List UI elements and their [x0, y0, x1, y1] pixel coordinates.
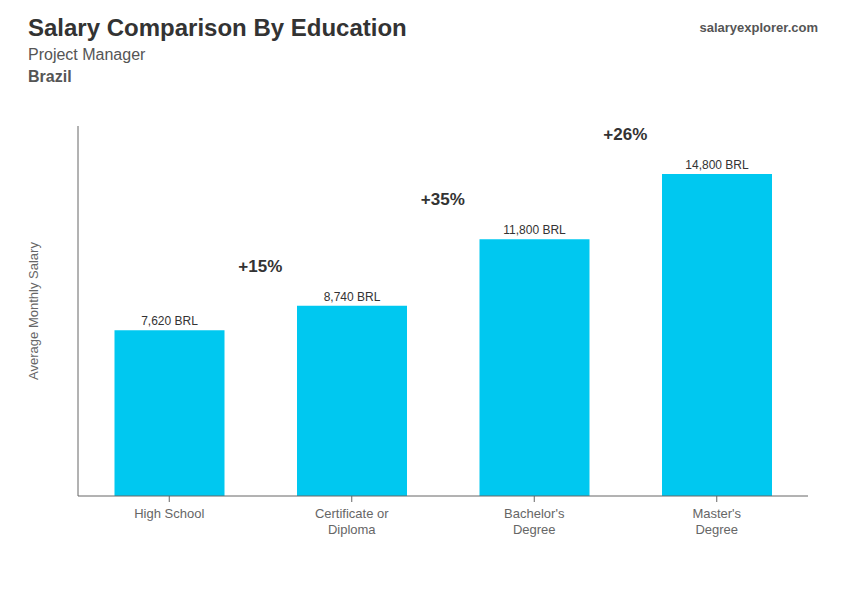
svg-text:+26%: +26%	[603, 125, 647, 144]
svg-text:+15%: +15%	[238, 257, 282, 276]
html-text:salaryexplorer.com: salaryexplorer.com	[699, 20, 818, 35]
html-text:Project Manager: Project Manager	[28, 46, 146, 63]
svg-text:14,800 BRL: 14,800 BRL	[685, 158, 749, 172]
svg-text:Average Monthly Salary: Average Monthly Salary	[26, 242, 41, 380]
svg-text:7,620 BRL: 7,620 BRL	[141, 314, 198, 328]
svg-text:Bachelor'sDegree: Bachelor'sDegree	[504, 506, 565, 537]
svg-text:+35%: +35%	[421, 190, 465, 209]
svg-text:High School: High School	[134, 506, 204, 521]
html-text:Brazil: Brazil	[28, 68, 72, 85]
svg-text:Certificate orDiploma: Certificate orDiploma	[315, 506, 389, 537]
svg-text:Master'sDegree: Master'sDegree	[692, 506, 741, 537]
html-text:Salary Comparison By Education: Salary Comparison By Education	[28, 14, 407, 41]
svg-text:11,800 BRL: 11,800 BRL	[503, 223, 566, 237]
svg-text:8,740 BRL: 8,740 BRL	[324, 290, 381, 304]
